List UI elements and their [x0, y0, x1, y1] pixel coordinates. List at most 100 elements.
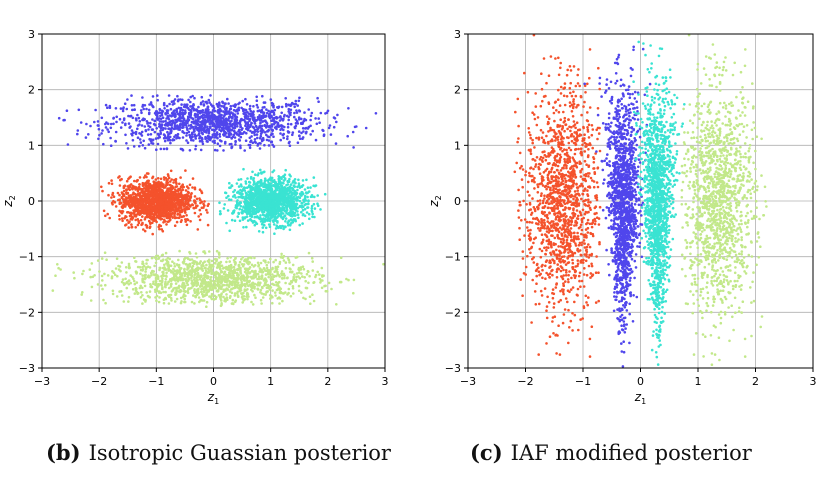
data-point [160, 118, 163, 121]
data-point [147, 211, 150, 214]
data-point [153, 206, 156, 209]
data-point [253, 126, 256, 129]
data-point [172, 121, 175, 124]
data-point [123, 195, 126, 198]
data-point [302, 209, 305, 212]
data-point [234, 143, 237, 146]
data-point [130, 223, 133, 226]
data-point [299, 186, 302, 189]
data-point [153, 274, 156, 277]
data-point [165, 272, 168, 275]
data-point [157, 137, 160, 140]
data-point [259, 192, 262, 195]
data-point [81, 273, 84, 276]
data-point [225, 108, 228, 111]
data-point [270, 178, 273, 181]
data-point [151, 222, 154, 225]
data-point [235, 207, 238, 210]
data-point [170, 115, 173, 118]
data-point [107, 194, 110, 197]
data-point [163, 193, 166, 196]
data-point [281, 199, 284, 202]
data-point [128, 184, 131, 187]
data-point [324, 193, 327, 196]
data-point [201, 96, 204, 99]
data-point [160, 188, 163, 191]
data-point [272, 194, 275, 197]
data-point [194, 135, 197, 138]
data-point [142, 144, 145, 147]
data-point [233, 194, 236, 197]
data-point [201, 131, 204, 134]
data-point [277, 178, 280, 181]
data-point [115, 205, 118, 208]
data-point [301, 202, 304, 205]
data-point [171, 186, 174, 189]
data-point [115, 121, 118, 124]
data-point [154, 195, 157, 198]
data-point [156, 215, 159, 218]
data-point [170, 299, 173, 302]
data-point [216, 149, 219, 152]
data-point [206, 111, 209, 114]
data-point [330, 288, 333, 291]
data-point [252, 105, 255, 108]
data-point [292, 131, 295, 134]
data-point [254, 122, 257, 125]
data-point [102, 299, 105, 302]
data-point [203, 260, 206, 263]
data-point [153, 202, 156, 205]
data-point [305, 179, 308, 182]
data-point [141, 134, 144, 137]
data-point [126, 219, 129, 222]
data-point [313, 196, 316, 199]
data-point [289, 215, 292, 218]
data-point [307, 206, 310, 209]
data-point [218, 202, 221, 205]
data-point [136, 179, 139, 182]
data-point [191, 262, 194, 265]
data-point [237, 112, 240, 115]
data-point [188, 251, 191, 254]
data-point [243, 149, 246, 152]
data-point [273, 112, 276, 115]
data-point [184, 169, 187, 172]
data-point [145, 262, 148, 265]
data-point [262, 201, 265, 204]
data-point [133, 180, 136, 183]
data-point [184, 200, 187, 203]
data-point [153, 216, 156, 219]
data-point [254, 270, 257, 273]
data-point [145, 291, 148, 294]
series-3-points [52, 250, 385, 308]
data-point [209, 114, 212, 117]
data-point [237, 178, 240, 181]
data-point [290, 199, 293, 202]
data-point [220, 305, 223, 308]
data-point [140, 109, 143, 112]
data-point [270, 276, 273, 279]
data-point [298, 285, 301, 288]
data-point [158, 188, 161, 191]
data-point [119, 118, 122, 121]
data-point [206, 140, 209, 143]
data-point [278, 274, 281, 277]
data-point [201, 125, 204, 128]
data-point [163, 274, 166, 277]
data-point [251, 171, 254, 174]
data-point [140, 196, 143, 199]
data-point [101, 129, 104, 132]
data-point [239, 261, 242, 264]
data-point [98, 134, 101, 137]
data-point [230, 108, 233, 111]
data-point [177, 100, 180, 103]
data-point [244, 298, 247, 301]
data-point [210, 103, 213, 106]
data-point [169, 131, 172, 134]
data-point [287, 193, 290, 196]
data-point [269, 214, 272, 217]
data-point [126, 287, 129, 290]
data-point [259, 169, 262, 172]
data-point [66, 109, 69, 112]
data-point [152, 95, 155, 98]
